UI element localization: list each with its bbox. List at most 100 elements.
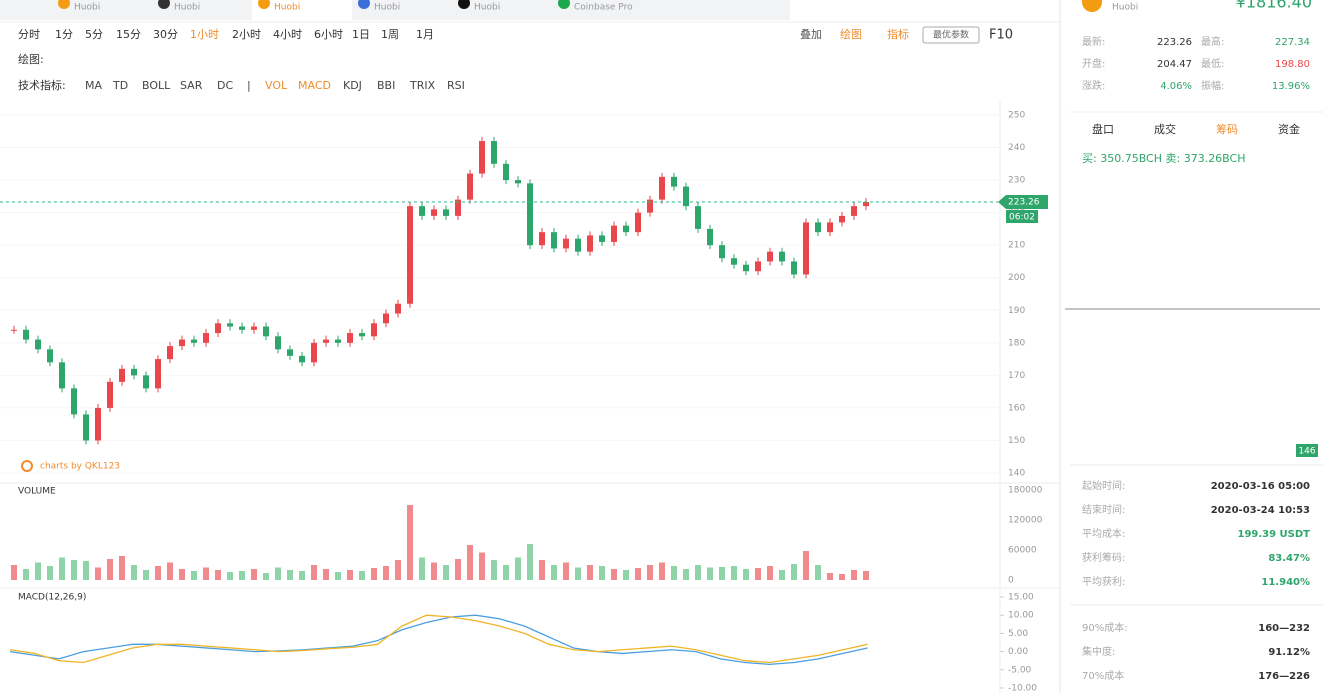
indicator-button[interactable]: KDJ [343, 79, 362, 92]
action-button[interactable]: 叠加 [800, 28, 822, 41]
period-button[interactable]: 6小时 [314, 28, 343, 41]
period-button[interactable]: 1分 [55, 28, 73, 41]
y-tick-label: -10.00 [1008, 684, 1037, 693]
buy-sell: 买: 350.75BCH 卖: 373.26BCH [1082, 152, 1246, 165]
volume-bar [347, 570, 353, 580]
candle [299, 355, 305, 363]
period-button[interactable]: 1周 [381, 28, 399, 41]
candle [803, 222, 809, 275]
candle [731, 258, 737, 265]
period-button[interactable]: 1小时 [190, 28, 219, 41]
info-label: 起始时间: [1082, 479, 1125, 492]
indicator-button[interactable]: MACD [298, 79, 331, 92]
candle [455, 199, 461, 216]
indicator-button[interactable]: VOL [265, 79, 288, 92]
volume-bar [659, 562, 665, 580]
tab[interactable]: Huobi [174, 3, 200, 13]
indicator-button[interactable]: TRIX [409, 79, 436, 92]
candle [599, 235, 605, 242]
volume-bar [731, 566, 737, 580]
volume-bar [311, 565, 317, 580]
indicator-button[interactable]: SAR [180, 79, 203, 92]
indicator-button[interactable]: BBI [377, 79, 395, 92]
watermark-icon [21, 460, 33, 472]
volume-bar [227, 572, 233, 580]
candle [815, 222, 821, 233]
volume-bar [467, 545, 473, 580]
tab-icon [158, 0, 170, 9]
tab[interactable]: Huobi [474, 3, 500, 13]
action-button[interactable]: 绘图 [840, 27, 862, 41]
volume-bar [479, 552, 485, 580]
y-tick-label: 10.00 [1008, 611, 1034, 621]
volume-bar [431, 562, 437, 580]
exchange: Huobi [1112, 3, 1138, 13]
candle [527, 183, 533, 246]
f10-button[interactable]: F10 [989, 28, 1013, 43]
indicator-label: 技术指标: [18, 78, 66, 92]
volume-bar [131, 565, 137, 580]
stat-value: 198.80 [1275, 59, 1310, 70]
candle [551, 232, 557, 249]
volume-bar [155, 566, 161, 580]
panel-tab[interactable]: 盘口 [1092, 122, 1114, 136]
volume-bar [791, 564, 797, 580]
price: ¥1816.40 [1236, 0, 1312, 12]
candle [239, 326, 245, 330]
period-button[interactable]: 30分 [153, 28, 178, 41]
tab[interactable]: Huobi [374, 3, 400, 13]
volume-bar [275, 567, 281, 580]
y-tick-label: 190 [1008, 306, 1025, 316]
cost-label: 集中度: [1082, 645, 1115, 658]
volume-bar [455, 559, 461, 580]
y-tick-label: -5.00 [1008, 665, 1032, 675]
indicator-button[interactable]: RSI [447, 79, 465, 92]
period-button[interactable]: 分时 [18, 28, 40, 41]
tab-icon [558, 0, 570, 9]
indicator-button[interactable]: DC [217, 79, 233, 92]
period-button[interactable]: 2小时 [232, 28, 261, 41]
candle [263, 326, 269, 337]
info-label: 结束时间: [1082, 503, 1125, 516]
volume-bar [827, 573, 833, 580]
volume-bar [623, 570, 629, 580]
tab[interactable]: Huobi [74, 3, 100, 13]
indicator-button[interactable]: TD [112, 79, 128, 92]
candle [587, 235, 593, 252]
volume-bar [143, 570, 149, 580]
volume-bar [383, 566, 389, 580]
indicator-button[interactable]: | [247, 79, 251, 92]
volume-bar [395, 560, 401, 580]
candle [635, 212, 641, 233]
stat-value: 4.06% [1160, 81, 1192, 92]
y-tick-label: 120000 [1008, 516, 1043, 526]
candle [347, 333, 353, 343]
period-button[interactable]: 4小时 [273, 28, 302, 41]
volume-bar [539, 560, 545, 580]
panel-tab[interactable]: 筹码 [1216, 122, 1238, 136]
indicator-button[interactable]: MA [85, 79, 102, 92]
volume-bar [863, 571, 869, 580]
period-button[interactable]: 5分 [85, 28, 103, 41]
period-button[interactable]: 1月 [416, 28, 434, 41]
volume-bar [239, 571, 245, 580]
candle [443, 209, 449, 216]
volume-bar [815, 565, 821, 580]
volume-bar [47, 566, 53, 580]
period-button[interactable]: 1日 [352, 28, 370, 41]
volume-bar [503, 565, 509, 580]
volume-bar [119, 556, 125, 580]
action-button[interactable]: 指标 [887, 27, 909, 41]
volume-bar [107, 559, 113, 580]
tab[interactable]: Huobi [274, 3, 300, 13]
volume-bar [707, 567, 713, 580]
panel-tab[interactable]: 资金 [1278, 122, 1300, 136]
candle [359, 333, 365, 337]
candle [767, 251, 773, 262]
panel-tab[interactable]: 成交 [1154, 122, 1176, 136]
tab[interactable]: Coinbase Pro [574, 3, 633, 13]
indicator-button[interactable]: BOLL [142, 79, 171, 92]
best-params[interactable]: 最优参数 [933, 29, 969, 41]
candle [827, 222, 833, 233]
period-button[interactable]: 15分 [116, 28, 141, 41]
